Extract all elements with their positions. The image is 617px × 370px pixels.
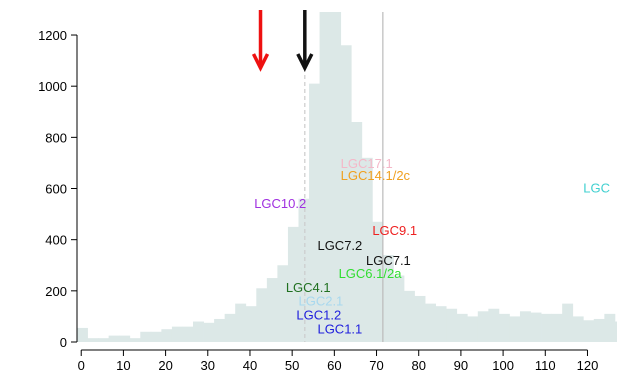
y-axis: 0 200 400 600 800 1000 1200 [38,28,77,350]
arrow-head [296,53,314,72]
y-tick-label: 600 [45,182,67,197]
annotation-label: LGC10.2 [254,196,306,211]
histogram-bar [425,303,436,342]
x-tick-label: 20 [158,358,172,370]
annotation-label: LGC7.1 [366,253,411,268]
x-tick-label: 0 [78,358,85,370]
histogram-bar [541,313,553,342]
histogram-bar [551,313,563,342]
red-arrow-icon [251,10,270,72]
arrow-head [251,53,270,72]
histogram-bar [403,290,415,342]
histogram-bar [277,265,289,342]
annotation-label: LGC4.1 [286,280,331,295]
histogram-bar [77,327,88,342]
reference-lines [304,12,384,342]
y-tick-label: 0 [60,335,67,350]
histogram-bar [477,311,489,342]
histogram-bar [361,157,373,342]
histogram-bar [235,303,247,342]
x-tick-label: 10 [116,358,130,370]
histogram-bar [393,275,405,342]
black-arrow-icon [296,10,314,72]
histogram-bar [593,318,605,342]
histogram-bar [435,306,447,342]
histogram-bar [498,313,510,342]
histogram-bar [108,335,120,342]
x-tick-label: 50 [285,358,299,370]
histogram-bar [266,278,278,342]
histogram-bar [509,316,521,342]
x-tick-label: 120 [577,358,599,370]
histogram-bar [530,312,542,342]
histogram-bar [488,308,500,342]
histogram-bar [140,331,152,342]
histogram-bar [150,331,162,342]
histogram-bar [330,12,342,342]
annotation-label: LGC1.1 [317,321,362,336]
annotation-label: LGC2.1 [298,294,343,309]
histogram-bar [467,316,479,342]
histogram-bar [214,318,226,342]
histogram-bar [161,329,173,342]
histogram-bar [583,320,595,342]
histogram-bar [203,322,215,342]
histogram-bar [372,221,384,342]
annotation-label: LGC17.1 [341,156,393,171]
arrows [251,10,314,72]
histogram-bar [193,321,204,342]
histogram-bar [351,122,363,342]
x-tick-label: 70 [369,358,383,370]
x-tick-label: 80 [411,358,425,370]
histogram-bar [456,313,468,342]
histogram-bar [245,306,257,342]
histogram-bar [171,326,183,342]
y-tick-label: 200 [45,284,67,299]
histogram-bar [572,316,584,342]
annotation-label: LGC7.2 [317,238,362,253]
x-tick-label: 110 [535,358,556,370]
histogram-bar [519,311,531,342]
x-tick-label: 30 [201,358,215,370]
histogram-bar [129,338,141,342]
x-tick-label: 100 [492,358,514,370]
y-tick-label: 1200 [38,28,67,43]
annotation-label: LGC6.1/2a [339,266,403,281]
histogram-bar [98,338,110,342]
x-tick-label: 90 [454,358,468,370]
annotation-label: LGC9.1 [372,223,417,238]
histogram-bar [382,255,394,342]
histogram-bar [298,198,310,342]
histogram-bar [319,12,331,342]
histogram-bar [87,338,99,342]
histogram-bar [309,83,320,343]
y-tick-label: 800 [45,130,67,145]
annotation-label: LGC14.1/2c [341,168,411,183]
y-tick-label: 400 [45,233,67,248]
histogram-bar [414,295,426,342]
histogram-bar [119,335,131,342]
histogram-bar [256,288,268,342]
histogram-bar [224,313,236,342]
histogram-bars [77,12,617,343]
x-tick-label: 40 [243,358,257,370]
histogram-bar [562,303,574,342]
x-axis: 0 10 20 30 40 50 60 70 80 90 100 110 120 [78,350,599,370]
histogram-bar [182,326,194,342]
y-tick-label: 1000 [38,79,67,94]
annotation-label: LGC1.2 [296,307,341,322]
histogram-bar [340,45,352,343]
x-tick-label: 60 [327,358,341,370]
annotation-label: LGC [583,181,610,196]
histogram-bar [604,313,616,342]
histogram-bar [614,321,617,342]
histogram-bar [446,308,458,342]
histogram-bar [287,226,299,342]
